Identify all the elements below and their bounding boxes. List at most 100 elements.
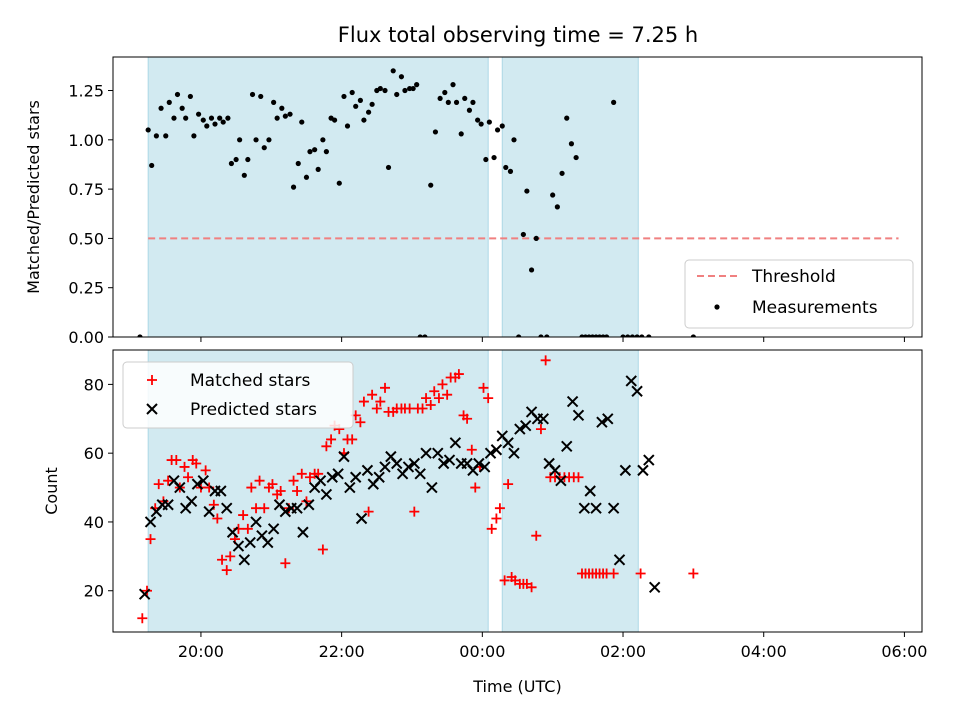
predicted-star-point bbox=[191, 478, 204, 490]
measurement-point bbox=[271, 99, 277, 105]
measurement-point bbox=[163, 133, 169, 139]
predicted-star-point bbox=[537, 413, 550, 425]
predicted-star-point bbox=[508, 447, 520, 459]
measurement-point bbox=[174, 91, 181, 98]
legend-matched-label: Matched stars bbox=[190, 371, 310, 391]
measurement-point bbox=[478, 121, 484, 127]
matched-star-point bbox=[437, 379, 448, 390]
matched-star-point bbox=[483, 393, 494, 404]
measurement-point bbox=[312, 147, 318, 153]
matched-star-point bbox=[288, 475, 299, 486]
predicted-star-point bbox=[332, 468, 344, 480]
measurement-point bbox=[299, 119, 305, 125]
x-tick-label: 22:00 bbox=[319, 642, 365, 661]
y-tick-label: 0.00 bbox=[68, 328, 104, 347]
measurement-point bbox=[166, 99, 172, 105]
predicted-star-point bbox=[619, 464, 632, 477]
matched-star-point bbox=[573, 472, 584, 483]
measurement-point bbox=[486, 119, 492, 125]
measurement-point bbox=[568, 141, 575, 147]
measurement-point bbox=[611, 99, 617, 105]
predicted-star-point bbox=[314, 474, 327, 487]
matched-star-point bbox=[499, 575, 510, 586]
measurement-point bbox=[377, 85, 383, 92]
y-tick-label: 80 bbox=[84, 375, 104, 394]
predicted-star-point bbox=[355, 512, 368, 525]
matched-star-point bbox=[267, 479, 278, 490]
measurement-point bbox=[491, 154, 497, 161]
axes-frame bbox=[112, 349, 923, 633]
measurement-point bbox=[550, 192, 556, 198]
measurement-point bbox=[564, 115, 570, 121]
matched-star-point bbox=[470, 482, 481, 493]
measurement-point bbox=[187, 93, 193, 100]
measurement-point bbox=[410, 85, 416, 92]
predicted-star-point bbox=[625, 375, 637, 387]
matched-star-point bbox=[259, 503, 270, 514]
matched-star-point bbox=[371, 403, 382, 414]
predicted-star-point bbox=[443, 454, 456, 466]
predicted-star-point bbox=[197, 474, 209, 487]
legend-box bbox=[684, 259, 914, 329]
predicted-star-point bbox=[303, 499, 315, 511]
measurement-point bbox=[212, 121, 218, 127]
matched-star-point bbox=[137, 613, 148, 624]
matched-star-point bbox=[466, 444, 477, 455]
y-tick-label: 60 bbox=[84, 444, 104, 463]
predicted-star-point bbox=[244, 536, 256, 549]
matched-star-point bbox=[275, 486, 286, 496]
matched-star-point bbox=[363, 506, 374, 517]
measurement-point bbox=[483, 156, 489, 163]
measurement-point bbox=[422, 334, 428, 337]
measurement-point bbox=[303, 174, 310, 180]
matched-star-point bbox=[478, 382, 489, 393]
measurement-point bbox=[520, 231, 526, 238]
legend-threshold-label: Threshold bbox=[751, 267, 836, 287]
measurement-point bbox=[282, 113, 288, 119]
predicted-star-point bbox=[596, 416, 608, 428]
measurement-point bbox=[336, 180, 342, 186]
measurement-point bbox=[233, 156, 239, 163]
matched-star-point bbox=[358, 396, 369, 407]
predicted-star-point bbox=[373, 471, 385, 483]
x-axis-label: Time (UTC) bbox=[472, 677, 561, 696]
measurement-point bbox=[353, 103, 359, 109]
measurement-point bbox=[253, 137, 259, 143]
predicted-star-point bbox=[549, 464, 561, 477]
legend-measurement-swatch bbox=[714, 304, 720, 310]
predicted-star-point bbox=[584, 485, 596, 497]
predicted-star-point bbox=[519, 419, 532, 432]
measurement-point bbox=[620, 334, 626, 337]
predicted-star-point bbox=[561, 440, 573, 453]
predicted-star-point bbox=[648, 581, 661, 594]
measurement-point bbox=[475, 117, 481, 123]
plot-area bbox=[137, 57, 899, 337]
y-tick-label: 20 bbox=[84, 582, 104, 601]
matched-star-point bbox=[191, 458, 202, 469]
matched-star-point bbox=[433, 393, 444, 404]
measurement-point bbox=[437, 95, 443, 102]
measurement-point bbox=[171, 115, 177, 121]
predicted-star-point bbox=[572, 409, 585, 422]
x-tick-label: 00:00 bbox=[459, 642, 505, 661]
y-tick-label: 1.00 bbox=[68, 131, 104, 150]
measurement-point bbox=[237, 137, 243, 143]
y-tick-label: 0.75 bbox=[68, 180, 104, 199]
matched-star-point bbox=[531, 530, 542, 541]
y-tick-label: 40 bbox=[84, 513, 104, 532]
predicted-star-point bbox=[144, 516, 157, 528]
matched-star-point bbox=[442, 389, 453, 400]
predicted-star-point bbox=[232, 540, 245, 552]
predicted-star-point bbox=[490, 444, 503, 456]
matched-star-point bbox=[246, 482, 257, 493]
x-tick-label: 04:00 bbox=[741, 642, 787, 661]
predicted-star-point bbox=[349, 471, 362, 483]
measurement-point bbox=[442, 89, 448, 96]
predicted-star-point bbox=[174, 481, 186, 494]
measurement-point bbox=[191, 133, 197, 139]
predicted-star-point bbox=[478, 461, 491, 473]
matched-star-point bbox=[688, 568, 699, 579]
measurement-point bbox=[511, 137, 517, 143]
measurement-point bbox=[295, 160, 301, 167]
